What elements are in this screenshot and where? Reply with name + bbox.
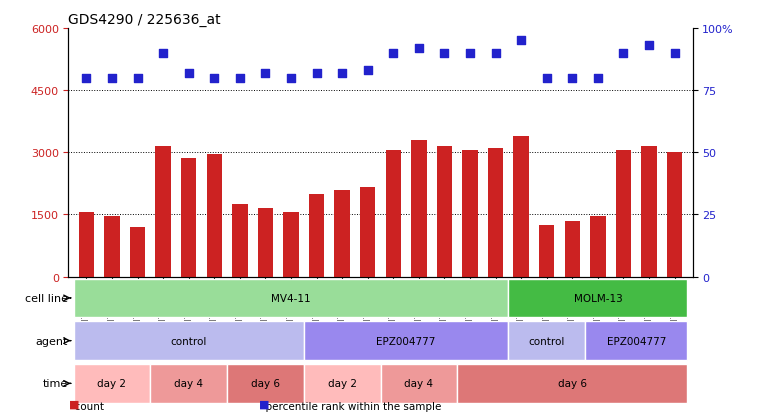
Text: control: control — [170, 336, 207, 346]
Bar — [283, 213, 298, 277]
Bar — [232, 204, 247, 277]
Point — [438, 50, 451, 57]
Text: EPZ004777: EPZ004777 — [377, 336, 436, 346]
Text: control: control — [529, 336, 565, 346]
Point — [668, 50, 680, 57]
Point — [361, 68, 374, 74]
FancyBboxPatch shape — [227, 364, 304, 403]
Point — [209, 75, 221, 82]
Bar — [386, 151, 401, 277]
Point — [234, 75, 246, 82]
Bar — [104, 217, 119, 277]
Text: GDS4290 / 225636_at: GDS4290 / 225636_at — [68, 12, 221, 26]
FancyBboxPatch shape — [151, 364, 227, 403]
Point — [336, 70, 349, 77]
FancyBboxPatch shape — [74, 322, 304, 360]
Bar — [437, 147, 452, 277]
FancyBboxPatch shape — [74, 364, 151, 403]
Text: day 4: day 4 — [174, 378, 203, 388]
Bar — [360, 188, 375, 277]
Bar — [130, 227, 145, 277]
Point — [412, 45, 425, 52]
Text: cell line: cell line — [24, 293, 68, 303]
Text: ■: ■ — [68, 399, 79, 409]
FancyBboxPatch shape — [304, 322, 508, 360]
FancyBboxPatch shape — [508, 279, 687, 317]
Point — [81, 75, 93, 82]
FancyBboxPatch shape — [74, 279, 508, 317]
Text: day 4: day 4 — [404, 378, 433, 388]
Bar — [539, 225, 555, 277]
Bar — [488, 149, 503, 277]
Point — [489, 50, 501, 57]
Text: MV4-11: MV4-11 — [271, 293, 310, 303]
FancyBboxPatch shape — [457, 364, 687, 403]
Bar — [463, 151, 478, 277]
Bar — [335, 190, 350, 277]
Bar — [78, 213, 94, 277]
FancyBboxPatch shape — [508, 322, 585, 360]
Bar — [514, 136, 529, 277]
Text: day 2: day 2 — [97, 378, 126, 388]
FancyBboxPatch shape — [585, 322, 687, 360]
Point — [310, 70, 323, 77]
Text: day 2: day 2 — [328, 378, 357, 388]
FancyBboxPatch shape — [380, 364, 457, 403]
Point — [387, 50, 400, 57]
Text: count: count — [68, 401, 104, 411]
Point — [464, 50, 476, 57]
Bar — [309, 194, 324, 277]
Text: time: time — [43, 378, 68, 388]
Text: day 6: day 6 — [558, 378, 587, 388]
Point — [515, 38, 527, 45]
Point — [157, 50, 169, 57]
Text: EPZ004777: EPZ004777 — [607, 336, 666, 346]
Bar — [667, 153, 683, 277]
Text: agent: agent — [35, 336, 68, 346]
Text: percentile rank within the sample: percentile rank within the sample — [259, 401, 441, 411]
Point — [260, 70, 272, 77]
Bar — [206, 155, 222, 277]
Bar — [642, 147, 657, 277]
Bar — [181, 159, 196, 277]
Bar — [616, 151, 631, 277]
FancyBboxPatch shape — [304, 364, 380, 403]
Point — [540, 75, 552, 82]
Bar — [258, 209, 273, 277]
Point — [106, 75, 118, 82]
Bar — [565, 221, 580, 277]
Point — [132, 75, 144, 82]
Text: day 6: day 6 — [251, 378, 280, 388]
Point — [183, 70, 195, 77]
Bar — [591, 217, 606, 277]
Point — [566, 75, 578, 82]
Point — [617, 50, 629, 57]
Bar — [155, 147, 170, 277]
Text: ■: ■ — [259, 399, 269, 409]
Point — [643, 43, 655, 50]
Point — [285, 75, 297, 82]
Point — [592, 75, 604, 82]
Text: MOLM-13: MOLM-13 — [574, 293, 622, 303]
Bar — [411, 140, 426, 277]
